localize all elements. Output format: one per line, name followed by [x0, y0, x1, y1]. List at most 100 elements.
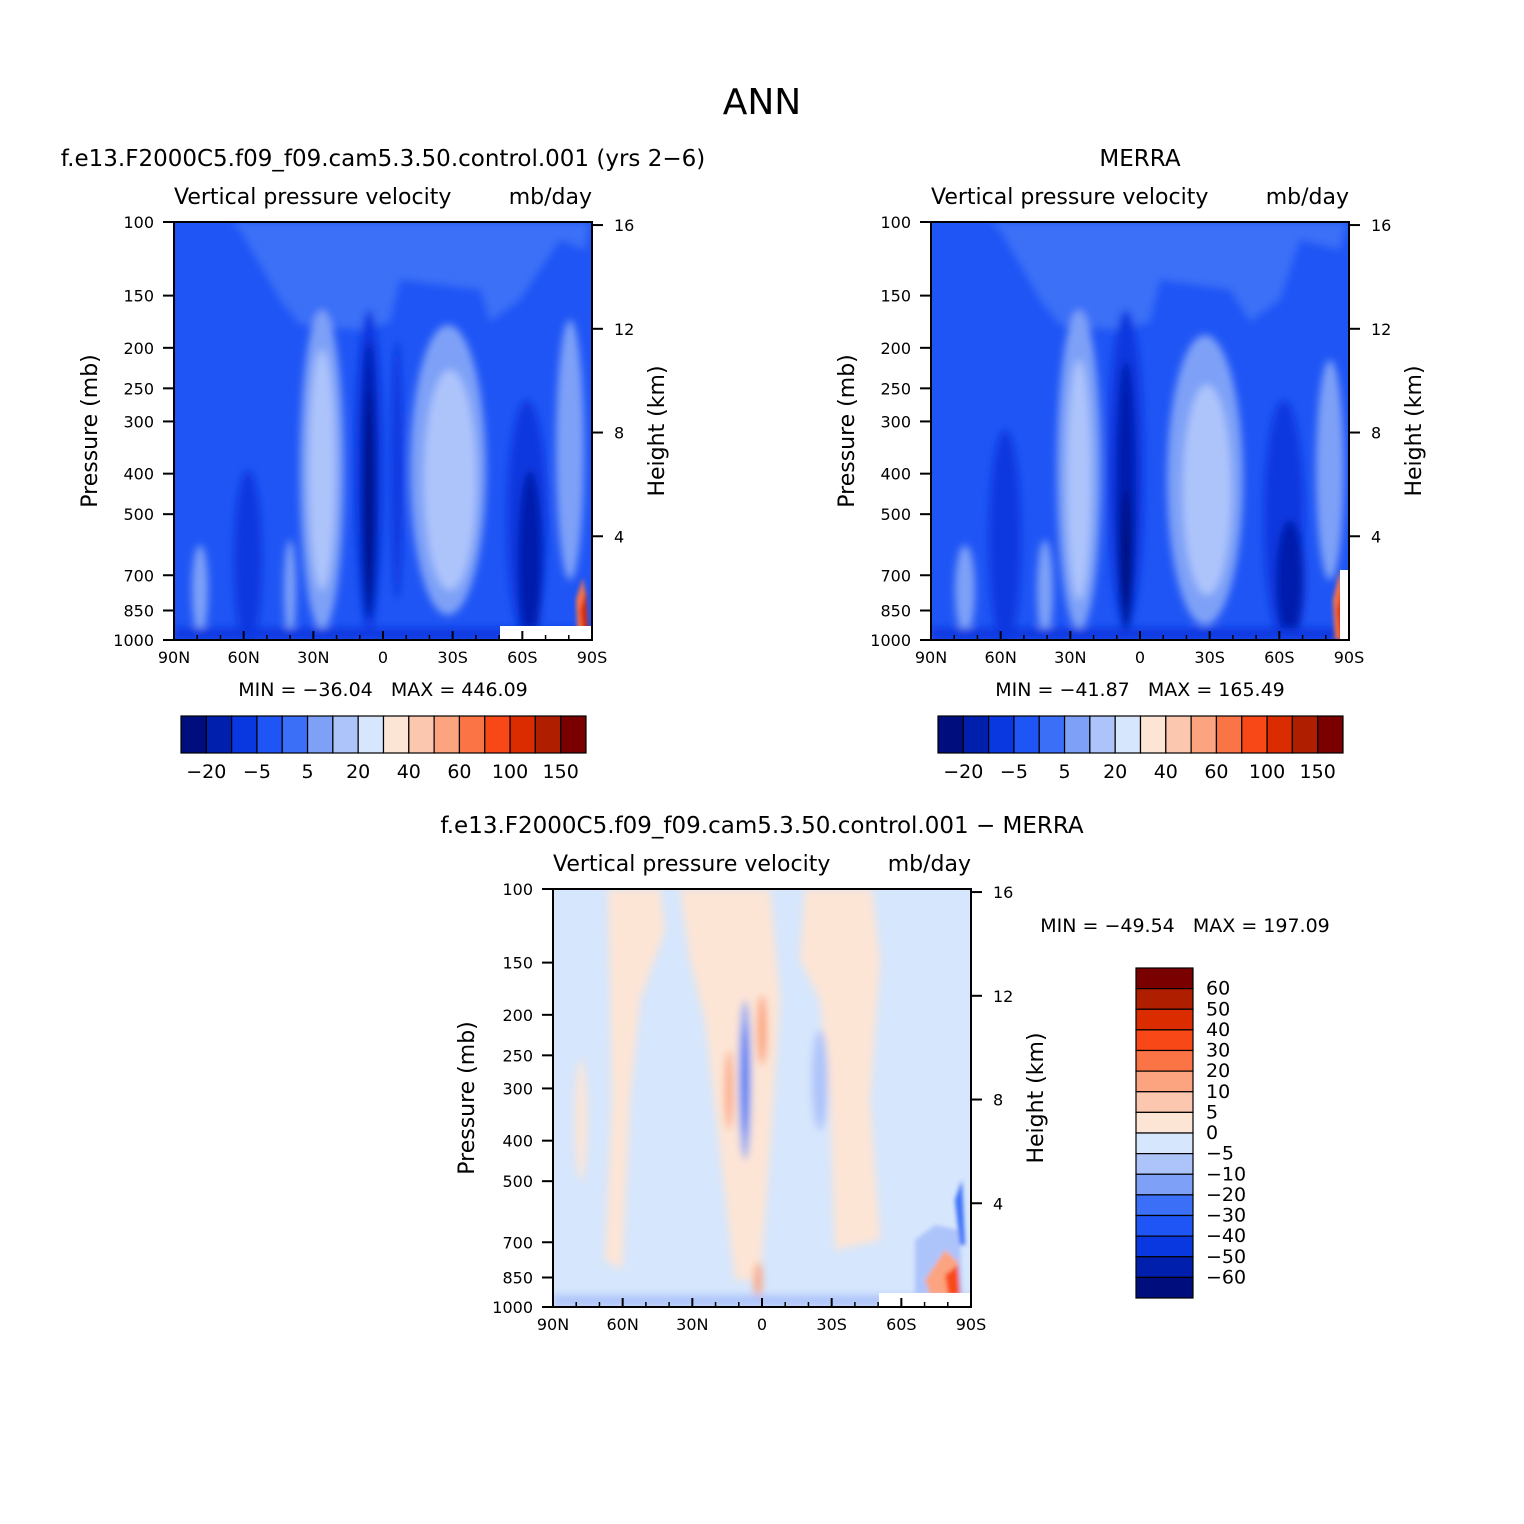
panel-model-title: f.e13.F2000C5.f09_f09.cam5.3.50.control.…	[61, 146, 705, 172]
colorbar-swatch	[1063, 715, 1091, 754]
x-tick-label: 30N	[297, 648, 329, 667]
x-tick-labels: 90N 60N 30N 0 30S 60S 90S	[915, 648, 1364, 667]
colorbar-label: 20	[1206, 1060, 1230, 1082]
y-tick-label: 250	[502, 1046, 533, 1065]
colorbar-label: 40	[397, 761, 421, 783]
colorbar-label: 5	[1059, 761, 1071, 783]
y-right-tick-label: 16	[1371, 216, 1391, 235]
x-tick-label: 60S	[1264, 648, 1295, 667]
panel-diff: f.e13.F2000C5.f09_f09.cam5.3.50.control.…	[440, 813, 1329, 1334]
colorbar-swatch	[1135, 1091, 1194, 1113]
colorbar-swatch	[408, 715, 435, 754]
colorbar-swatch	[205, 715, 233, 754]
colorbar-swatch	[231, 715, 258, 754]
y-right-tick-label: 8	[1371, 424, 1381, 443]
panel-model-contour-field	[174, 222, 592, 640]
y-right-tick-label: 8	[614, 424, 624, 443]
x-tick-label: 90S	[956, 1315, 987, 1334]
colorbar-label: −5	[1000, 761, 1028, 783]
panel-model-minmax: MIN = −36.04 MAX = 446.09	[238, 679, 528, 701]
y-tick-label: 700	[502, 1233, 533, 1252]
y-tick-label: 500	[880, 505, 911, 524]
y-tick-label: 700	[880, 566, 911, 585]
y-tick-label: 1000	[492, 1298, 533, 1317]
y-tick-label: 100	[123, 213, 154, 232]
y-tick-label: 400	[123, 465, 154, 484]
colorbar-swatch	[180, 715, 207, 754]
colorbar-label: 60	[1206, 978, 1230, 1000]
y-tick-label: 200	[123, 339, 154, 358]
colorbar-swatch	[306, 715, 334, 754]
colorbar-label: −20	[1206, 1184, 1246, 1206]
colorbar-swatch	[1135, 1008, 1194, 1031]
colorbar-swatch	[382, 715, 410, 754]
colorbar-swatch	[281, 715, 309, 754]
colorbar-swatch	[1089, 715, 1116, 754]
colorbar-swatch	[560, 715, 587, 754]
colorbar-label: 150	[1300, 761, 1336, 783]
colorbar-swatch	[1135, 1070, 1194, 1093]
y-tick-label: 150	[502, 954, 533, 973]
y-right-tick-label: 16	[614, 216, 634, 235]
y-right-tick-labels: 16 12 8 4	[993, 883, 1013, 1213]
colorbar-label: −40	[1206, 1225, 1246, 1247]
x-tick-label: 90N	[915, 648, 947, 667]
colorbar-swatch	[1114, 715, 1142, 754]
x-tick-label: 90N	[537, 1315, 569, 1334]
colorbar-swatch	[1038, 715, 1066, 754]
y-right-tick-label: 12	[614, 320, 634, 339]
colorbar-swatch	[357, 715, 385, 754]
panel-model-colorbar: −20 −5 5 20 40 60 100 150	[180, 715, 587, 783]
panel-diff-title: f.e13.F2000C5.f09_f09.cam5.3.50.control.…	[440, 813, 1084, 839]
y-tick-label: 850	[123, 601, 154, 620]
colorbar-swatch	[1135, 1111, 1194, 1134]
colorbar-swatch	[1135, 1214, 1194, 1237]
panel-model-ylabel: Pressure (mb)	[78, 354, 103, 508]
colorbar-swatch	[1135, 1029, 1194, 1052]
colorbar-label: 0	[1206, 1122, 1218, 1144]
panel-merra: MERRA Vertical pressure velocity mb/day	[835, 146, 1427, 783]
colorbar-label: 100	[1249, 761, 1285, 783]
y-tick-label: 200	[502, 1006, 533, 1025]
y-tick-label: 100	[880, 213, 911, 232]
page-title: ANN	[723, 82, 802, 123]
y-tick-label: 500	[123, 505, 154, 524]
colorbar-label: 20	[346, 761, 370, 783]
colorbar-label: −5	[1206, 1143, 1234, 1165]
colorbar-swatch	[1135, 1173, 1194, 1196]
panel-merra-subtitle-left: Vertical pressure velocity	[931, 185, 1208, 210]
colorbar-swatch	[256, 715, 283, 754]
panel-merra-ylabel: Pressure (mb)	[835, 354, 860, 508]
panel-diff-ylabel: Pressure (mb)	[455, 1021, 480, 1175]
colorbar-swatch	[1135, 1132, 1194, 1155]
colorbar-label: 40	[1206, 1019, 1230, 1041]
x-tick-label: 30S	[1194, 648, 1225, 667]
colorbar-label: 60	[1204, 761, 1228, 783]
panel-model-subtitle-left: Vertical pressure velocity	[174, 185, 451, 210]
colorbar-swatch	[1241, 715, 1268, 754]
panel-model: f.e13.F2000C5.f09_f09.cam5.3.50.control.…	[61, 146, 705, 783]
y-tick-label: 500	[502, 1172, 533, 1191]
colorbar-label: −10	[1206, 1163, 1246, 1185]
y-right-tick-label: 4	[614, 527, 624, 546]
panel-model-subtitle-right: mb/day	[509, 185, 592, 210]
colorbar-label: 50	[1206, 998, 1230, 1020]
x-tick-label: 30N	[676, 1315, 708, 1334]
panel-merra-ylabel-right: Height (km)	[1402, 365, 1427, 496]
x-tick-label: 0	[757, 1315, 767, 1334]
y-tick-label: 250	[880, 379, 911, 398]
y-tick-label: 1000	[113, 631, 154, 650]
x-tick-label: 30N	[1054, 648, 1086, 667]
y-tick-label: 200	[880, 339, 911, 358]
x-tick-label: 30S	[437, 648, 468, 667]
colorbar-label: 20	[1103, 761, 1127, 783]
x-tick-label: 90S	[1334, 648, 1365, 667]
colorbar-swatch	[1215, 715, 1243, 754]
panel-merra-minmax: MIN = −41.87 MAX = 165.49	[995, 679, 1285, 701]
colorbar-label: −50	[1206, 1246, 1246, 1268]
colorbar-label: 5	[1206, 1101, 1218, 1123]
y-tick-labels: 100 150 200 250 300 400 500 700 850 1000	[492, 880, 533, 1317]
colorbar-swatch	[937, 715, 964, 754]
colorbar-swatch	[988, 715, 1015, 754]
y-tick-label: 400	[502, 1132, 533, 1151]
